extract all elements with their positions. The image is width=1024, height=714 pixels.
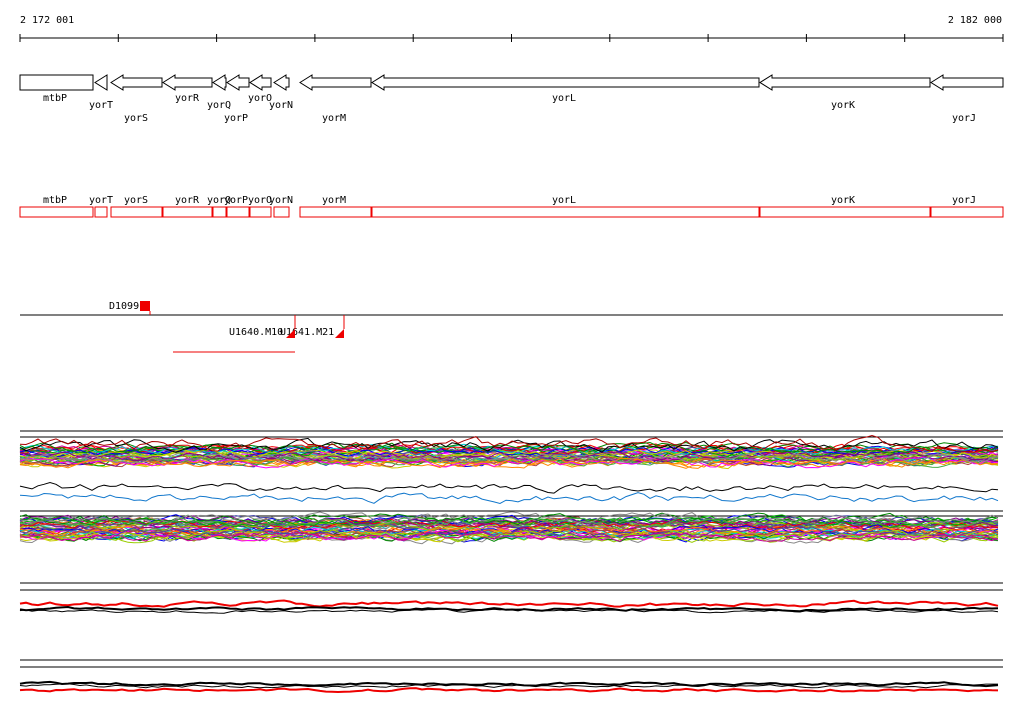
signal-line xyxy=(19,680,999,688)
gene-box-label: yorL xyxy=(552,195,576,206)
signal-line xyxy=(19,450,999,463)
gene-box-label: yorO xyxy=(248,195,272,206)
gene-box xyxy=(930,206,1004,218)
gene-box-label: yorR xyxy=(175,195,200,206)
gene-label: yorP xyxy=(224,113,248,124)
gene-box xyxy=(94,206,108,218)
gene-box-label: mtbP xyxy=(43,195,67,206)
gene-box-label: yorN xyxy=(269,195,293,206)
gene-box xyxy=(299,206,372,218)
gene-label: yorJ xyxy=(952,113,976,124)
gene-label: mtbP xyxy=(43,93,67,104)
feature-label: U1641.M21 xyxy=(280,327,334,338)
feature-mark xyxy=(140,301,150,311)
signal-line xyxy=(19,683,998,689)
signal-line xyxy=(19,441,999,454)
signal-line xyxy=(19,456,999,469)
gene-box xyxy=(273,206,290,218)
gene-arrow xyxy=(930,74,1004,91)
gene-label: yorL xyxy=(552,93,576,104)
gene-box xyxy=(19,206,94,218)
gene-label: yorO xyxy=(248,93,272,104)
gene-arrow xyxy=(759,74,931,91)
signal-line xyxy=(19,451,999,464)
gene-label: yorK xyxy=(831,100,855,111)
gene-label: yorR xyxy=(175,93,200,104)
signal-line xyxy=(19,530,999,543)
gene-box-label: yorS xyxy=(124,195,148,206)
signal-line xyxy=(19,531,999,542)
gene-box xyxy=(371,206,760,218)
gene-box-label: yorK xyxy=(831,195,855,206)
gene-box-label: yorP xyxy=(224,195,248,206)
gene-label: yorQ xyxy=(207,100,231,111)
gene-label: yorT xyxy=(89,100,113,111)
signal-line xyxy=(19,599,999,608)
signal-line xyxy=(19,687,999,694)
signal-line xyxy=(19,518,999,530)
signal-line xyxy=(19,511,999,524)
gene-label: yorS xyxy=(124,113,148,124)
gene-arrow xyxy=(212,74,227,91)
signal-line xyxy=(19,528,999,541)
gene-arrow xyxy=(162,74,213,91)
signal-line xyxy=(19,443,999,456)
signal-line xyxy=(19,457,999,469)
signal-line xyxy=(19,434,999,453)
signal-line xyxy=(19,608,999,614)
gene-box-label: yorM xyxy=(322,195,346,206)
gene-box xyxy=(249,206,272,218)
gene-arrow xyxy=(249,74,272,91)
feature-mark xyxy=(286,329,295,338)
gene-box-label: yorJ xyxy=(952,195,976,206)
gene-box xyxy=(212,206,227,218)
feature-label: D1099 xyxy=(109,301,139,312)
gene-box xyxy=(162,206,213,218)
feature-mark xyxy=(335,329,344,338)
gene-arrow xyxy=(94,74,108,91)
gene-arrow xyxy=(273,74,290,91)
gene-box-label: yorQ xyxy=(207,195,231,206)
feature-label: U1640.M10 xyxy=(229,327,283,338)
gene-arrow xyxy=(226,74,250,91)
gene-box-label: yorT xyxy=(89,195,113,206)
gene-box xyxy=(110,206,163,218)
signal-line xyxy=(19,492,999,505)
ruler-start: 2 172 001 xyxy=(20,15,74,26)
gene-arrow xyxy=(299,74,372,91)
gene-label: yorN xyxy=(269,100,293,111)
gene-box xyxy=(226,206,250,218)
gene-arrow xyxy=(110,74,163,91)
gene-label: yorM xyxy=(322,113,346,124)
signal-line xyxy=(19,481,999,494)
ruler-end: 2 182 000 xyxy=(948,15,1002,26)
gene-arrow xyxy=(371,74,760,91)
gene-arrow xyxy=(19,74,94,91)
gene-box xyxy=(759,206,931,218)
signal-line xyxy=(19,517,999,529)
